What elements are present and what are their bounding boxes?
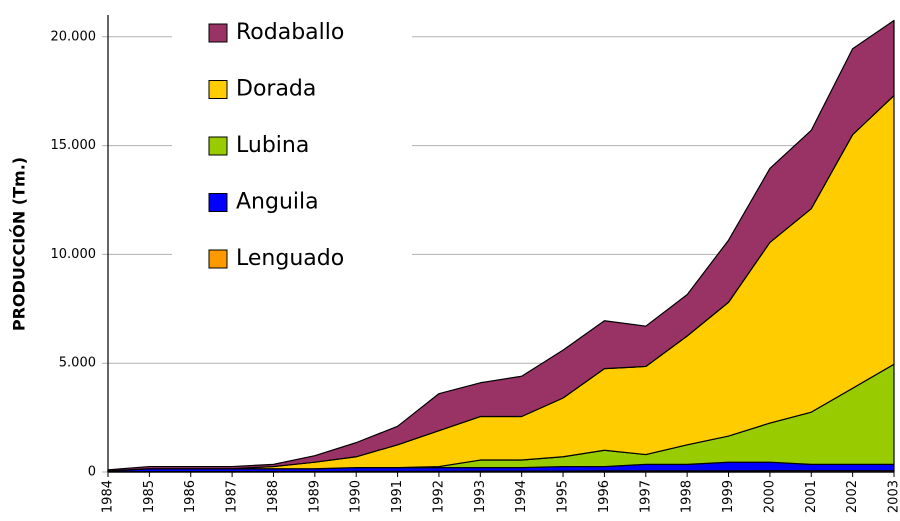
x-tick-label: 1993 <box>473 480 488 513</box>
y-tick-label: 0 <box>88 465 96 480</box>
x-tick-label: 1988 <box>266 480 281 513</box>
y-tick-label: 5.000 <box>59 356 96 371</box>
x-tick-label: 1996 <box>597 480 612 513</box>
y-tick-label: 20.000 <box>51 29 97 44</box>
x-tick-label: 1999 <box>721 480 736 513</box>
legend-label: Dorada <box>236 77 316 102</box>
legend-label: Anguila <box>236 190 319 215</box>
legend-label: Lenguado <box>236 246 344 271</box>
x-tick-label: 1990 <box>349 480 364 513</box>
x-tick-label: 1994 <box>514 480 529 513</box>
x-tick-label: 1987 <box>225 480 240 513</box>
legend-label: Rodaballo <box>236 20 344 45</box>
legend-label: Lubina <box>236 133 309 158</box>
legend-swatch <box>208 193 228 212</box>
y-axis-label: PRODUCCIÓN (Tm.) <box>10 157 29 331</box>
x-tick-label: 2003 <box>887 480 900 513</box>
x-tick-label: 1995 <box>556 480 571 513</box>
y-tick-label: 15.000 <box>51 138 97 153</box>
area <box>107 19 895 472</box>
x-tick-label: 1992 <box>431 480 446 513</box>
x-tick-label: 1989 <box>307 480 322 513</box>
legend-swatch <box>208 249 228 269</box>
x-tick-label: 1998 <box>680 480 695 513</box>
x-tick-label: 1997 <box>638 480 653 513</box>
x-tick-label: 2000 <box>762 480 777 513</box>
x-tick-label: 2002 <box>845 480 860 513</box>
x-tick-label: 1986 <box>183 480 198 513</box>
legend-swatch <box>208 23 228 43</box>
x-tick-label: 2001 <box>804 480 819 513</box>
x-tick-label: 1984 <box>101 480 116 513</box>
x-tick-label: 1991 <box>390 480 405 513</box>
x-tick-label: 1985 <box>142 480 157 513</box>
y-tick-label: 10.000 <box>51 247 97 262</box>
legend-swatch <box>208 136 228 156</box>
legend-swatch <box>208 80 228 99</box>
